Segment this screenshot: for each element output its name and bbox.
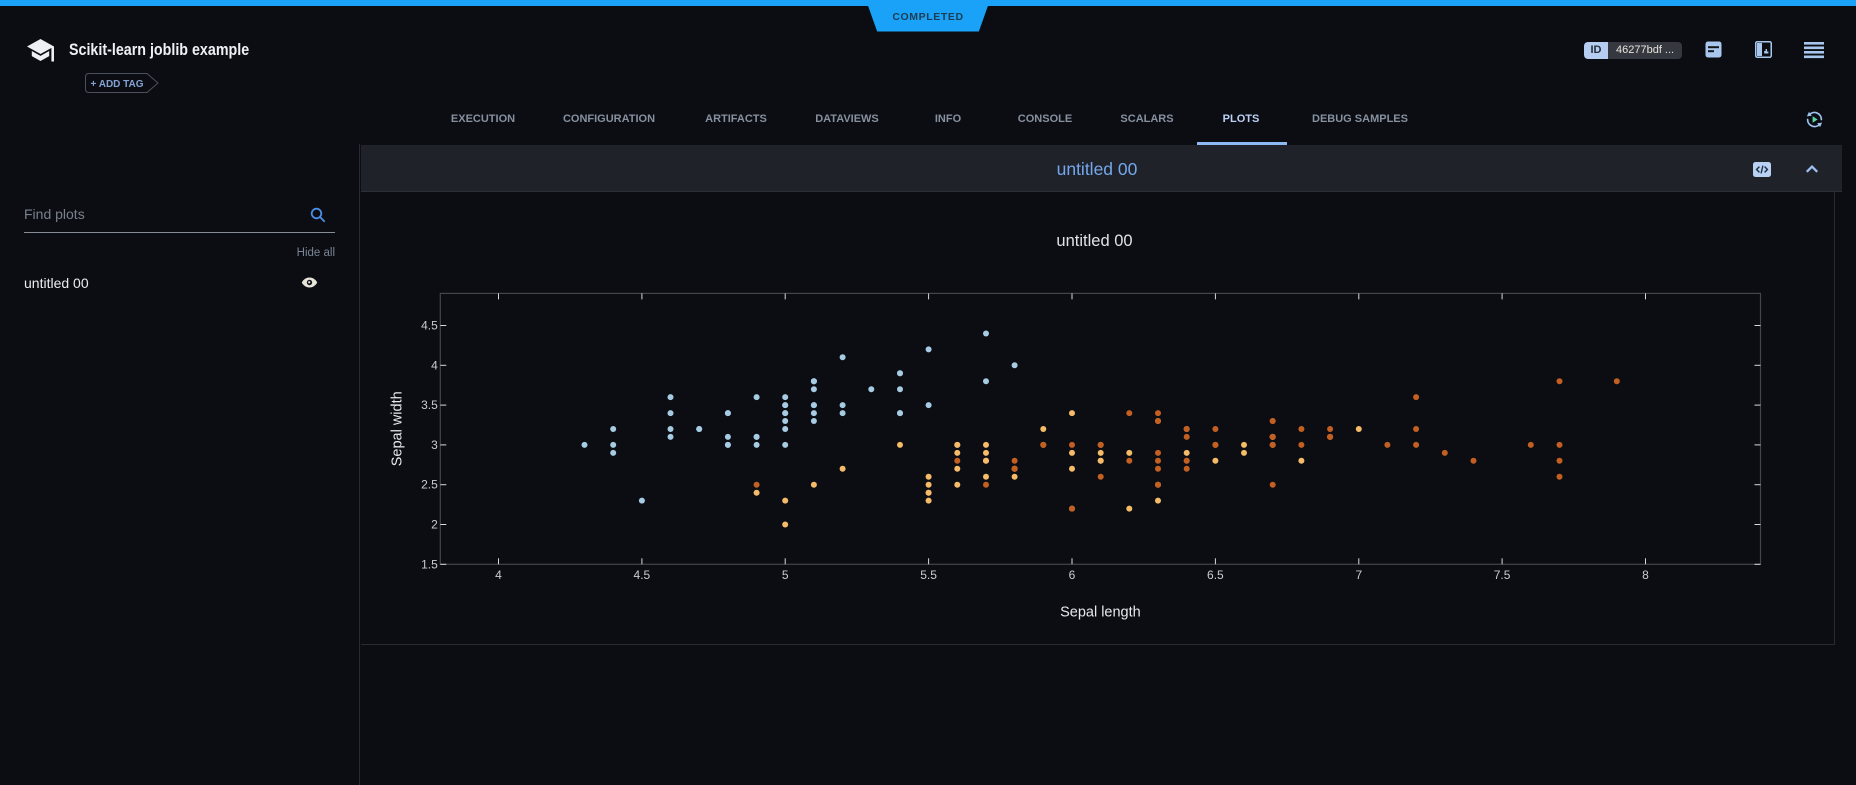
svg-text:1.5: 1.5 <box>421 557 438 571</box>
svg-text:untitled 00: untitled 00 <box>1056 232 1132 250</box>
svg-text:4: 4 <box>431 358 438 372</box>
svg-text:4: 4 <box>495 568 502 582</box>
svg-text:4.5: 4.5 <box>634 568 651 582</box>
svg-text:8: 8 <box>1642 568 1649 582</box>
svg-text:+ ADD TAG: + ADD TAG <box>90 79 143 90</box>
svg-text:2.5: 2.5 <box>421 478 438 492</box>
svg-text:7.5: 7.5 <box>1494 568 1511 582</box>
svg-text:3: 3 <box>431 438 438 452</box>
svg-text:4.5: 4.5 <box>421 319 438 333</box>
svg-text:5: 5 <box>782 568 789 582</box>
svg-text:7: 7 <box>1355 568 1362 582</box>
svg-text:3.5: 3.5 <box>421 398 438 412</box>
svg-text:2: 2 <box>431 518 438 532</box>
svg-text:Sepal length: Sepal length <box>1060 604 1141 620</box>
svg-text:6.5: 6.5 <box>1207 568 1224 582</box>
svg-text:Sepal width: Sepal width <box>390 391 406 466</box>
svg-text:6: 6 <box>1069 568 1076 582</box>
svg-text:5.5: 5.5 <box>920 568 937 582</box>
